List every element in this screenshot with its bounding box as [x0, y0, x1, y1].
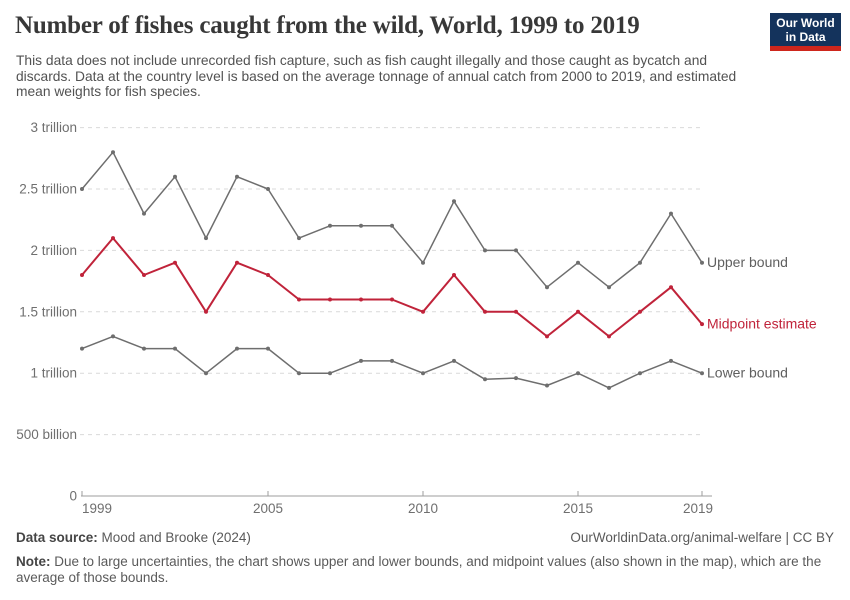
- logo-line-1: Our World: [776, 16, 835, 30]
- data-point-upper-bound[interactable]: [173, 174, 177, 179]
- data-point-midpoint-estimate[interactable]: [483, 309, 487, 314]
- data-point-lower-bound[interactable]: [111, 334, 115, 339]
- y-tick-label: 2.5 trillion: [19, 182, 77, 197]
- data-point-midpoint-estimate[interactable]: [328, 297, 332, 302]
- data-point-lower-bound[interactable]: [452, 358, 456, 363]
- data-point-upper-bound[interactable]: [266, 187, 270, 191]
- x-tick-label: 2005: [253, 501, 283, 516]
- x-tick-label: 2010: [408, 501, 438, 516]
- data-point-midpoint-estimate[interactable]: [607, 334, 611, 339]
- data-point-lower-bound[interactable]: [421, 371, 425, 376]
- y-tick-label: 0: [69, 489, 77, 504]
- data-point-midpoint-estimate[interactable]: [638, 309, 642, 314]
- y-tick-label: 3 trillion: [30, 120, 77, 135]
- series-end-label-lower-bound[interactable]: Lower bound: [707, 365, 788, 381]
- data-point-upper-bound[interactable]: [80, 187, 84, 191]
- data-point-lower-bound[interactable]: [545, 383, 549, 388]
- data-point-lower-bound[interactable]: [235, 346, 239, 351]
- page-title: Number of fishes caught from the wild, W…: [15, 12, 640, 39]
- data-point-lower-bound[interactable]: [266, 346, 270, 351]
- series-end-label-midpoint-estimate[interactable]: Midpoint estimate: [707, 316, 817, 332]
- data-point-lower-bound[interactable]: [359, 358, 363, 363]
- data-point-midpoint-estimate[interactable]: [111, 236, 115, 241]
- data-point-lower-bound[interactable]: [483, 377, 487, 382]
- data-point-midpoint-estimate[interactable]: [390, 297, 394, 302]
- data-point-upper-bound[interactable]: [576, 260, 580, 265]
- data-point-midpoint-estimate[interactable]: [266, 273, 270, 277]
- data-point-upper-bound[interactable]: [359, 223, 363, 228]
- data-point-lower-bound[interactable]: [142, 346, 146, 351]
- data-point-upper-bound[interactable]: [483, 248, 487, 253]
- data-point-lower-bound[interactable]: [638, 371, 642, 376]
- data-point-upper-bound[interactable]: [390, 223, 394, 228]
- x-tick-label: 1999: [82, 501, 112, 516]
- owid-logo[interactable]: Our World in Data: [770, 13, 841, 51]
- data-point-upper-bound[interactable]: [421, 260, 425, 265]
- data-point-upper-bound[interactable]: [204, 236, 208, 241]
- data-point-midpoint-estimate[interactable]: [359, 297, 363, 302]
- y-tick-label: 1 trillion: [30, 366, 77, 381]
- data-source: Data source: Mood and Brooke (2024): [16, 530, 251, 545]
- data-point-midpoint-estimate[interactable]: [297, 297, 301, 302]
- data-point-midpoint-estimate[interactable]: [235, 260, 239, 265]
- note-label: Note:: [16, 554, 51, 569]
- data-point-upper-bound[interactable]: [669, 211, 673, 216]
- data-point-midpoint-estimate[interactable]: [421, 309, 425, 314]
- data-point-midpoint-estimate[interactable]: [669, 285, 673, 290]
- x-tick-label: 2019: [683, 501, 713, 516]
- chart-note: Note: Due to large uncertainties, the ch…: [16, 554, 834, 585]
- data-point-upper-bound[interactable]: [700, 260, 704, 265]
- data-point-upper-bound[interactable]: [452, 199, 456, 204]
- data-point-midpoint-estimate[interactable]: [700, 322, 704, 327]
- y-tick-label: 1.5 trillion: [19, 304, 77, 319]
- data-point-lower-bound[interactable]: [669, 358, 673, 363]
- data-source-label: Data source:: [16, 530, 98, 545]
- data-source-value: Mood and Brooke (2024): [101, 530, 251, 545]
- chart-subtitle: This data does not include unrecorded fi…: [16, 53, 737, 100]
- data-point-midpoint-estimate[interactable]: [142, 273, 146, 277]
- y-tick-label: 2 trillion: [30, 243, 77, 258]
- data-point-lower-bound[interactable]: [607, 385, 611, 390]
- data-point-midpoint-estimate[interactable]: [452, 273, 456, 277]
- data-point-upper-bound[interactable]: [638, 260, 642, 265]
- data-point-lower-bound[interactable]: [328, 371, 332, 376]
- data-point-lower-bound[interactable]: [80, 346, 84, 351]
- data-point-midpoint-estimate[interactable]: [514, 309, 518, 314]
- data-point-lower-bound[interactable]: [297, 371, 301, 376]
- chart-footer: Data source: Mood and Brooke (2024) OurW…: [16, 530, 834, 585]
- data-point-upper-bound[interactable]: [328, 223, 332, 228]
- data-point-midpoint-estimate[interactable]: [545, 334, 549, 339]
- logo-line-2: in Data: [785, 30, 826, 44]
- data-point-upper-bound[interactable]: [111, 150, 115, 155]
- owid-logo-text: Our World in Data: [770, 13, 841, 46]
- logo-red-stripe: [770, 46, 841, 51]
- data-point-lower-bound[interactable]: [390, 358, 394, 363]
- data-point-upper-bound[interactable]: [545, 285, 549, 290]
- data-point-lower-bound[interactable]: [204, 371, 208, 376]
- data-point-upper-bound[interactable]: [142, 211, 146, 216]
- data-point-midpoint-estimate[interactable]: [80, 273, 84, 277]
- data-point-upper-bound[interactable]: [297, 236, 301, 241]
- data-point-midpoint-estimate[interactable]: [576, 309, 580, 314]
- data-point-midpoint-estimate[interactable]: [173, 260, 177, 265]
- data-point-upper-bound[interactable]: [607, 285, 611, 290]
- data-point-midpoint-estimate[interactable]: [204, 309, 208, 314]
- data-point-lower-bound[interactable]: [576, 371, 580, 376]
- y-tick-label: 500 billion: [16, 427, 77, 442]
- series-line-upper-bound: [81, 151, 703, 288]
- x-tick-label: 2015: [563, 501, 593, 516]
- data-point-lower-bound[interactable]: [700, 371, 704, 376]
- data-point-lower-bound[interactable]: [173, 346, 177, 351]
- data-point-lower-bound[interactable]: [514, 376, 518, 381]
- data-point-upper-bound[interactable]: [235, 174, 239, 179]
- footer-link[interactable]: OurWorldinData.org/animal-welfare | CC B…: [570, 530, 834, 545]
- note-text: Due to large uncertainties, the chart sh…: [16, 554, 822, 585]
- data-point-upper-bound[interactable]: [514, 248, 518, 253]
- series-end-label-upper-bound[interactable]: Upper bound: [707, 254, 788, 270]
